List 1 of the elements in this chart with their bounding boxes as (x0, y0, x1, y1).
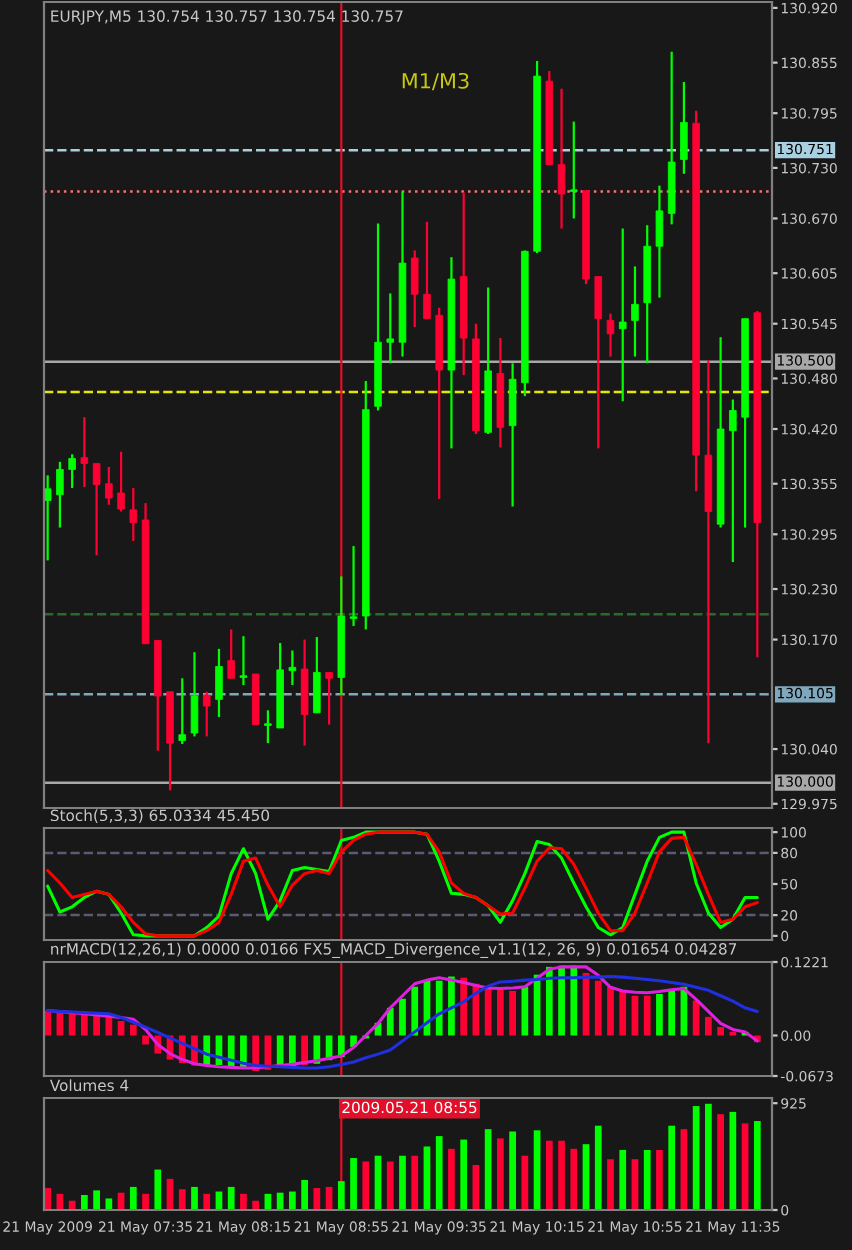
annotation: M1/M3 (402, 72, 469, 91)
